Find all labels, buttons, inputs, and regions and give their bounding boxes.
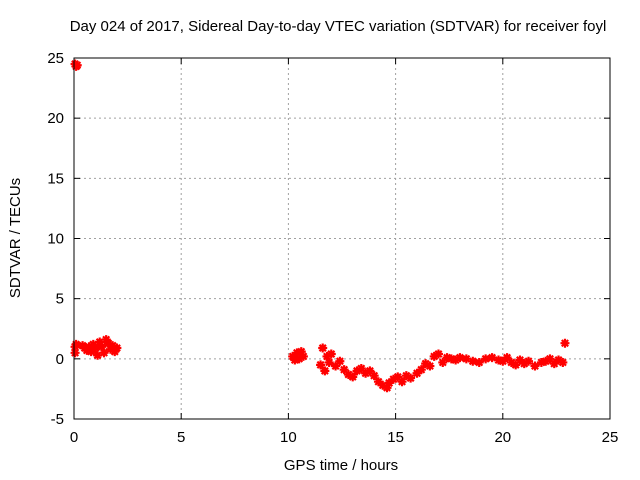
data-point <box>393 372 403 382</box>
y-tick-label: 0 <box>56 351 64 368</box>
data-point <box>481 354 491 364</box>
data-point <box>294 354 304 364</box>
data-point <box>412 368 422 378</box>
data-point <box>468 356 478 366</box>
data-point <box>461 354 471 364</box>
y-tick-label: 5 <box>56 291 64 308</box>
data-point <box>103 338 113 348</box>
data-point <box>502 353 512 363</box>
data-point <box>339 365 349 375</box>
data-point <box>326 349 336 359</box>
y-tick-label: 20 <box>47 110 64 127</box>
data-point <box>438 357 448 367</box>
data-point <box>506 357 516 367</box>
x-tick-label: 20 <box>494 429 511 446</box>
data-point <box>356 363 366 373</box>
plot-frame <box>73 57 611 420</box>
data-point <box>93 350 103 360</box>
data-point <box>442 353 452 363</box>
data-point <box>384 378 394 388</box>
chart-title: Day 024 of 2017, Sidereal Day-to-day VTE… <box>70 18 607 35</box>
y-axis-label: SDTVAR / TECUs <box>7 178 24 298</box>
data-point <box>316 360 326 370</box>
data-point <box>545 354 555 364</box>
data-point <box>433 349 443 359</box>
x-tick-label: 15 <box>387 429 404 446</box>
data-point <box>560 338 570 348</box>
data-point <box>446 354 456 364</box>
data-point <box>292 348 302 358</box>
data-point <box>86 347 96 357</box>
data-point <box>455 353 465 363</box>
data-point <box>361 368 371 378</box>
data-point <box>416 365 426 375</box>
data-point <box>541 356 551 366</box>
x-axis-label: GPS time / hours <box>284 457 398 474</box>
data-point <box>511 360 521 370</box>
data-point <box>382 383 392 393</box>
data-point <box>498 356 508 366</box>
data-point <box>406 373 416 383</box>
x-tick-label: 5 <box>177 429 185 446</box>
y-tick-label: 10 <box>47 231 64 248</box>
data-point <box>296 347 306 357</box>
x-tick-label: 10 <box>280 429 297 446</box>
data-point <box>554 355 564 365</box>
data-point <box>429 351 439 361</box>
data-point <box>290 355 300 365</box>
data-point <box>524 356 534 366</box>
x-tick-label: 0 <box>70 429 78 446</box>
data-point <box>322 351 332 361</box>
data-point <box>97 342 107 352</box>
data-point <box>388 374 398 384</box>
data-point <box>487 353 497 363</box>
data-point <box>331 361 341 371</box>
y-tick-label: -5 <box>51 411 64 428</box>
data-point <box>558 357 568 367</box>
data-point <box>421 359 431 369</box>
data-point <box>112 343 122 353</box>
data-point <box>348 372 358 382</box>
data-points <box>70 59 570 393</box>
data-point <box>324 357 334 367</box>
data-point <box>530 361 540 371</box>
data-point <box>425 361 435 371</box>
axis-tick-labels: 0 5 10 15 20 25 -5 0 5 10 15 20 25 <box>47 50 618 446</box>
data-point <box>71 339 81 349</box>
x-tick-label: 25 <box>602 429 619 446</box>
data-point <box>536 357 546 367</box>
data-point <box>397 377 407 387</box>
data-point <box>84 342 94 352</box>
data-point <box>99 348 109 358</box>
data-point <box>494 355 504 365</box>
data-point <box>378 380 388 390</box>
data-point <box>90 343 100 353</box>
data-point <box>365 366 375 376</box>
data-point <box>369 371 379 381</box>
data-point <box>335 356 345 366</box>
data-point <box>515 355 525 365</box>
y-tick-label: 25 <box>47 50 64 67</box>
data-point <box>352 366 362 376</box>
data-point <box>108 341 118 351</box>
data-point <box>373 377 383 387</box>
y-tick-label: 15 <box>47 170 64 187</box>
data-point <box>320 366 330 376</box>
data-point <box>343 369 353 379</box>
data-point <box>519 359 529 369</box>
data-point <box>451 355 461 365</box>
data-point <box>70 348 80 358</box>
data-point <box>95 337 105 347</box>
data-point <box>318 343 328 353</box>
data-point <box>474 357 484 367</box>
data-point <box>549 359 559 369</box>
data-point <box>298 351 308 361</box>
data-point <box>401 371 411 381</box>
data-point <box>72 60 82 70</box>
